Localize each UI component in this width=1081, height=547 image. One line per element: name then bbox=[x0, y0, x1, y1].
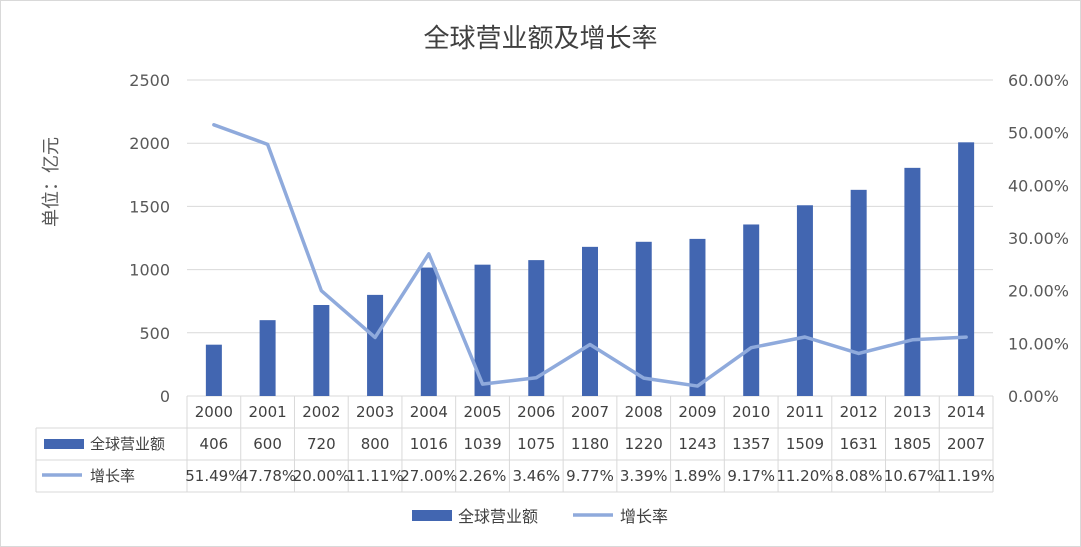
y2-tick-label: 10.00% bbox=[1008, 334, 1069, 353]
bar bbox=[743, 224, 760, 396]
y2-tick-label: 60.00% bbox=[1008, 71, 1069, 90]
x-tick-label: 2000 bbox=[195, 403, 233, 421]
data-label: 11.19% bbox=[938, 467, 995, 485]
data-label: 11.11% bbox=[346, 467, 403, 485]
y-tick-label: 500 bbox=[139, 324, 170, 343]
bar bbox=[528, 260, 545, 396]
table-series-name: 全球营业额 bbox=[90, 435, 165, 453]
data-label: 1509 bbox=[786, 435, 824, 453]
chart-title: 全球营业额及增长率 bbox=[423, 24, 658, 54]
data-label: 20.00% bbox=[293, 467, 350, 485]
data-label: 2007 bbox=[947, 435, 985, 453]
data-label: 720 bbox=[307, 435, 336, 453]
bar-series bbox=[205, 142, 975, 396]
data-label: 600 bbox=[253, 435, 282, 453]
data-label: 406 bbox=[200, 435, 229, 453]
x-tick-label: 2005 bbox=[463, 403, 501, 421]
x-tick-label: 2010 bbox=[732, 403, 770, 421]
bar bbox=[958, 142, 975, 396]
bar bbox=[689, 238, 706, 396]
legend: 全球营业额 增长率 bbox=[412, 507, 668, 526]
x-tick-label: 2009 bbox=[678, 403, 716, 421]
data-label: 1357 bbox=[732, 435, 770, 453]
bar bbox=[420, 267, 437, 396]
y2-tick-label: 0.00% bbox=[1008, 387, 1059, 406]
x-tick-label: 2002 bbox=[302, 403, 340, 421]
bar bbox=[259, 320, 276, 396]
y2-tick-label: 40.00% bbox=[1008, 176, 1069, 195]
data-label: 9.77% bbox=[566, 467, 614, 485]
data-label: 1220 bbox=[625, 435, 663, 453]
x-tick-label: 2011 bbox=[786, 403, 824, 421]
data-label: 3.46% bbox=[512, 467, 560, 485]
data-label: 47.78% bbox=[239, 467, 296, 485]
bar bbox=[313, 304, 330, 396]
x-tick-label: 2014 bbox=[947, 403, 985, 421]
line-series bbox=[212, 123, 968, 388]
data-label: 1075 bbox=[517, 435, 555, 453]
data-label: 1039 bbox=[463, 435, 501, 453]
data-label: 1805 bbox=[893, 435, 931, 453]
legend-label: 增长率 bbox=[620, 507, 668, 526]
bar bbox=[474, 264, 491, 396]
x-tick-label: 2004 bbox=[410, 403, 448, 421]
data-label: 3.39% bbox=[620, 467, 668, 485]
data-label: 8.08% bbox=[835, 467, 883, 485]
y2-tick-label: 20.00% bbox=[1008, 282, 1069, 301]
bar bbox=[205, 344, 222, 396]
bar bbox=[850, 189, 867, 396]
y-tick-label: 0 bbox=[160, 387, 170, 406]
legend-label: 全球营业额 bbox=[458, 507, 538, 526]
x-tick-label: 2008 bbox=[625, 403, 663, 421]
data-label: 1180 bbox=[571, 435, 609, 453]
y-tick-label: 1500 bbox=[129, 197, 170, 216]
right-axis-ticks: 0.00% 10.00% 20.00% 30.00% 40.00% 50.00% 60.00… bbox=[1008, 71, 1069, 406]
x-tick-label: 2007 bbox=[571, 403, 609, 421]
y-tick-label: 2500 bbox=[129, 71, 170, 90]
data-label: 1.89% bbox=[674, 467, 722, 485]
bar bbox=[367, 294, 384, 396]
y2-tick-label: 30.00% bbox=[1008, 229, 1069, 248]
data-label: 1631 bbox=[840, 435, 878, 453]
data-label: 9.17% bbox=[727, 467, 775, 485]
data-table: 2000 2001 2002 2003 2004 2005 2006 2007 2008 2009… bbox=[35, 396, 995, 493]
bar bbox=[796, 205, 813, 396]
table-series-name: 增长率 bbox=[90, 467, 135, 485]
bar bbox=[582, 246, 598, 396]
y2-tick-label: 50.00% bbox=[1008, 124, 1069, 143]
y-tick-label: 1000 bbox=[129, 261, 170, 280]
data-label: 1243 bbox=[678, 435, 716, 453]
data-label: 10.67% bbox=[884, 467, 941, 485]
x-tick-label: 2012 bbox=[840, 403, 878, 421]
data-label: 800 bbox=[361, 435, 390, 453]
y-tick-label: 2000 bbox=[129, 134, 170, 153]
data-label: 27.00% bbox=[400, 467, 457, 485]
legend-key-bar bbox=[412, 510, 452, 521]
data-label: 2.26% bbox=[459, 467, 507, 485]
x-tick-label: 2001 bbox=[249, 403, 287, 421]
data-label: 11.20% bbox=[776, 467, 833, 485]
data-label: 51.49% bbox=[185, 467, 242, 485]
left-axis-ticks: 0 500 1000 1500 2000 2500 bbox=[129, 71, 170, 406]
x-tick-label: 2006 bbox=[517, 403, 555, 421]
x-tick-label: 2013 bbox=[893, 403, 931, 421]
bar bbox=[904, 167, 921, 396]
data-label: 1016 bbox=[410, 435, 448, 453]
table-key-bar bbox=[44, 439, 84, 449]
bar bbox=[635, 241, 652, 396]
x-tick-label: 2003 bbox=[356, 403, 394, 421]
